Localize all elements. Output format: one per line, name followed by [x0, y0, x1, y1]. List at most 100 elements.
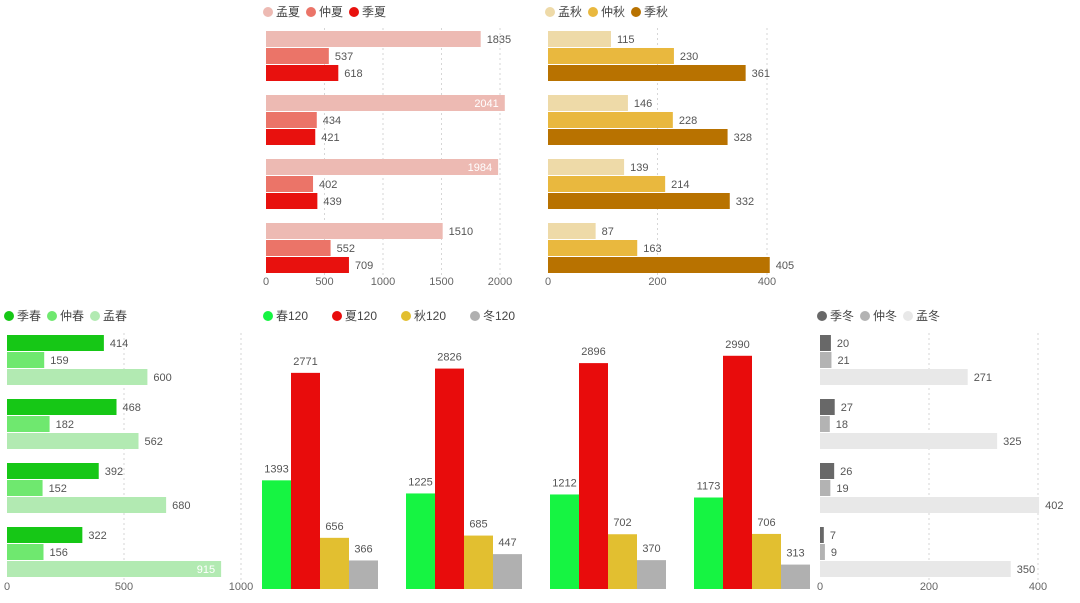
spring-legend-swatch-0 [4, 311, 14, 321]
spring-data-label-1-2: 152 [49, 483, 67, 495]
autumn-bar-2-3 [548, 257, 770, 273]
autumn-bar-1-1 [548, 112, 673, 128]
spring-data-label-0-1: 468 [123, 402, 141, 414]
summer-data-label-2-0: 618 [344, 68, 362, 80]
winter-bar-2-1 [820, 433, 998, 449]
summer-data-label-0-0: 1835 [487, 34, 511, 46]
seasons120-legend-swatch-0 [263, 311, 273, 321]
seasons120-legend-label-1: 夏120 [345, 309, 377, 323]
spring-bar-1-3 [7, 544, 44, 560]
seasons120-bar-1-0 [291, 372, 320, 589]
spring-legend-label-2: 孟春 [103, 309, 127, 323]
summer-data-label-0-3: 1510 [449, 226, 473, 238]
summer-legend-label-0: 孟夏 [276, 5, 300, 19]
summer-legend-swatch-0 [263, 7, 273, 17]
autumn-legend-label-1: 仲秋 [601, 5, 625, 19]
spring-bar-0-3 [7, 527, 83, 543]
summer-tick-label-4: 2000 [488, 276, 512, 288]
winter-bar-1-0 [820, 352, 832, 368]
winter-data-label-0-0: 20 [837, 338, 849, 350]
winter-data-label-0-3: 7 [830, 530, 836, 542]
spring-data-label-2-1: 562 [145, 436, 163, 448]
autumn-bar-1-2 [548, 176, 666, 192]
summer-data-label-2-2: 439 [323, 196, 341, 208]
winter-data-label-1-2: 19 [836, 483, 848, 495]
seasons120-data-label-0-1: 1225 [408, 476, 432, 488]
winter-data-label-2-3: 350 [1017, 564, 1035, 576]
summer-data-label-2-3: 709 [355, 260, 373, 272]
autumn-legend-swatch-1 [588, 7, 598, 17]
summer-legend-swatch-1 [306, 7, 316, 17]
autumn-tick-label-2: 400 [758, 276, 776, 288]
spring-bar-2-1 [7, 433, 139, 449]
summer-tick-label-0: 0 [263, 276, 269, 288]
autumn-bar-0-1 [548, 95, 628, 111]
spring-tick-label-2: 1000 [229, 581, 253, 593]
summer-data-label-2-1: 421 [321, 132, 339, 144]
spring-bar-1-1 [7, 416, 50, 432]
winter-bar-0-3 [820, 527, 824, 543]
spring-data-label-0-2: 392 [105, 466, 123, 478]
spring-data-label-1-0: 159 [50, 355, 68, 367]
seasons120-bar-3-3 [781, 564, 810, 589]
summer-bar-0-2 [266, 159, 499, 175]
summer-tick-label-1: 500 [315, 276, 333, 288]
seasons120-data-label-0-2: 1212 [552, 477, 576, 489]
winter-legend-swatch-1 [860, 311, 870, 321]
seasons120-data-label-2-3: 706 [757, 517, 775, 529]
spring-legend-swatch-1 [47, 311, 57, 321]
autumn-bar-2-0 [548, 65, 746, 81]
autumn-legend-label-2: 季秋 [644, 5, 668, 19]
winter-data-label-0-2: 26 [840, 466, 852, 478]
seasons120-bar-0-1 [406, 493, 435, 589]
autumn-data-label-0-1: 146 [634, 98, 652, 110]
autumn-data-label-1-3: 163 [643, 243, 661, 255]
autumn-tick-label-1: 200 [648, 276, 666, 288]
autumn-bar-0-2 [548, 159, 625, 175]
summer-data-label-1-2: 402 [319, 179, 337, 191]
seasons120-data-label-2-2: 702 [613, 517, 631, 529]
spring-data-label-1-3: 156 [50, 547, 68, 559]
seasons120-bar-3-1 [493, 554, 522, 589]
spring-tick-label-1: 500 [115, 581, 133, 593]
winter-data-label-1-1: 18 [836, 419, 848, 431]
spring-bar-1-0 [7, 352, 45, 368]
spring-bar-0-0 [7, 335, 104, 351]
seasons120-legend-swatch-2 [401, 311, 411, 321]
autumn-legend-swatch-2 [631, 7, 641, 17]
seasons120-bar-3-0 [349, 560, 378, 589]
autumn-tick-label-0: 0 [545, 276, 551, 288]
summer-legend-label-1: 仲夏 [319, 5, 343, 19]
seasons120-data-label-2-0: 656 [325, 521, 343, 533]
winter-bar-0-0 [820, 335, 831, 351]
autumn-legend-label-0: 孟秋 [558, 5, 582, 19]
autumn-data-label-1-2: 214 [671, 179, 689, 191]
autumn-data-label-0-2: 139 [630, 162, 648, 174]
winter-tick-label-1: 200 [920, 581, 938, 593]
spring-bar-1-2 [7, 480, 43, 496]
summer-tick-label-3: 1500 [429, 276, 453, 288]
seasons120-bar-0-2 [550, 494, 579, 589]
winter-data-label-0-1: 27 [841, 402, 853, 414]
summer-bar-0-3 [266, 223, 443, 239]
seasons120-data-label-3-2: 370 [642, 543, 660, 555]
autumn-data-label-0-0: 115 [617, 34, 635, 46]
autumn-data-label-2-1: 328 [734, 132, 752, 144]
seasons120-bar-0-0 [262, 480, 291, 589]
winter-legend-label-0: 季冬 [830, 308, 854, 323]
spring-data-label-0-3: 322 [88, 530, 106, 542]
summer-bar-2-2 [266, 193, 318, 209]
winter-legend-swatch-2 [903, 311, 913, 321]
winter-bar-0-1 [820, 399, 835, 415]
summer-bar-2-3 [266, 257, 349, 273]
seasons120-bar-1-1 [435, 368, 464, 589]
autumn-data-label-1-0: 230 [680, 51, 698, 63]
seasons120-legend-swatch-1 [332, 311, 342, 321]
seasons120-legend-label-3: 冬120 [483, 308, 515, 323]
winter-bar-1-3 [820, 544, 825, 560]
autumn-data-label-1-1: 228 [679, 115, 697, 127]
spring-data-label-2-3: 915 [197, 564, 215, 576]
spring-legend-swatch-2 [90, 311, 100, 321]
autumn-data-label-0-3: 87 [602, 226, 614, 238]
spring-bar-0-1 [7, 399, 117, 415]
